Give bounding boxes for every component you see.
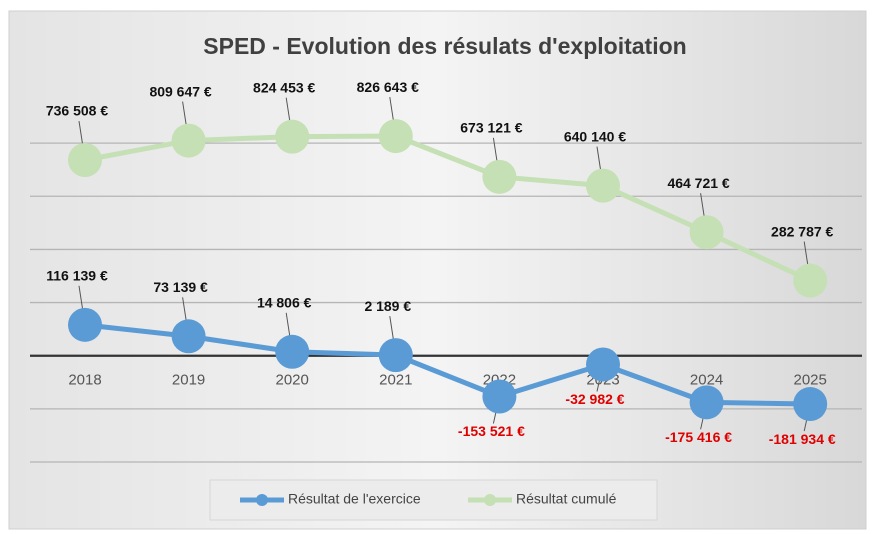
data-label: 824 453 € [253,79,315,95]
x-tick-label: 2018 [68,372,101,389]
data-label: 73 139 € [153,279,208,295]
point [68,143,102,178]
data-label: -181 934 € [769,431,836,447]
x-tick-label: 2019 [172,372,205,389]
point [378,119,413,154]
chart-area [8,10,867,530]
data-label: 673 121 € [460,120,522,136]
data-label: 116 139 € [46,268,108,284]
legend-marker [484,494,496,506]
data-label: 736 508 € [46,103,108,119]
legend-label: Résultat de l'exercice [288,491,421,507]
point [689,215,724,250]
series-line [84,322,811,407]
x-tick-label: 2024 [690,372,723,389]
legend [209,479,658,521]
x-tick-label: 2021 [379,372,412,389]
point [275,334,310,369]
data-label: 809 647 € [149,83,211,99]
point [586,168,620,203]
point [793,263,828,298]
data-label: 14 806 € [257,294,312,310]
point [275,119,310,154]
point [793,387,828,422]
x-tick-label: 2025 [794,372,827,389]
data-label: -32 982 € [565,391,624,407]
legend-label: Résultat cumulé [516,491,617,507]
series-line [84,133,812,283]
data-label: 282 787 € [771,223,833,239]
data-label: 464 721 € [667,175,729,191]
x-tick-label: 2020 [276,372,309,389]
point [586,347,620,382]
point [171,319,206,354]
data-label: -153 521 € [458,423,525,439]
point [171,123,206,158]
chart-title: SPED - Evolution des résulats d'exploita… [203,33,686,59]
data-label: 826 643 € [357,79,419,95]
legend-marker [256,494,268,506]
point [378,338,413,373]
point [689,385,724,420]
data-label: 640 140 € [564,128,626,144]
data-label: 2 189 € [364,298,411,314]
point [482,379,517,414]
point [482,159,517,194]
point [68,307,102,342]
data-label: -175 416 € [665,429,732,445]
